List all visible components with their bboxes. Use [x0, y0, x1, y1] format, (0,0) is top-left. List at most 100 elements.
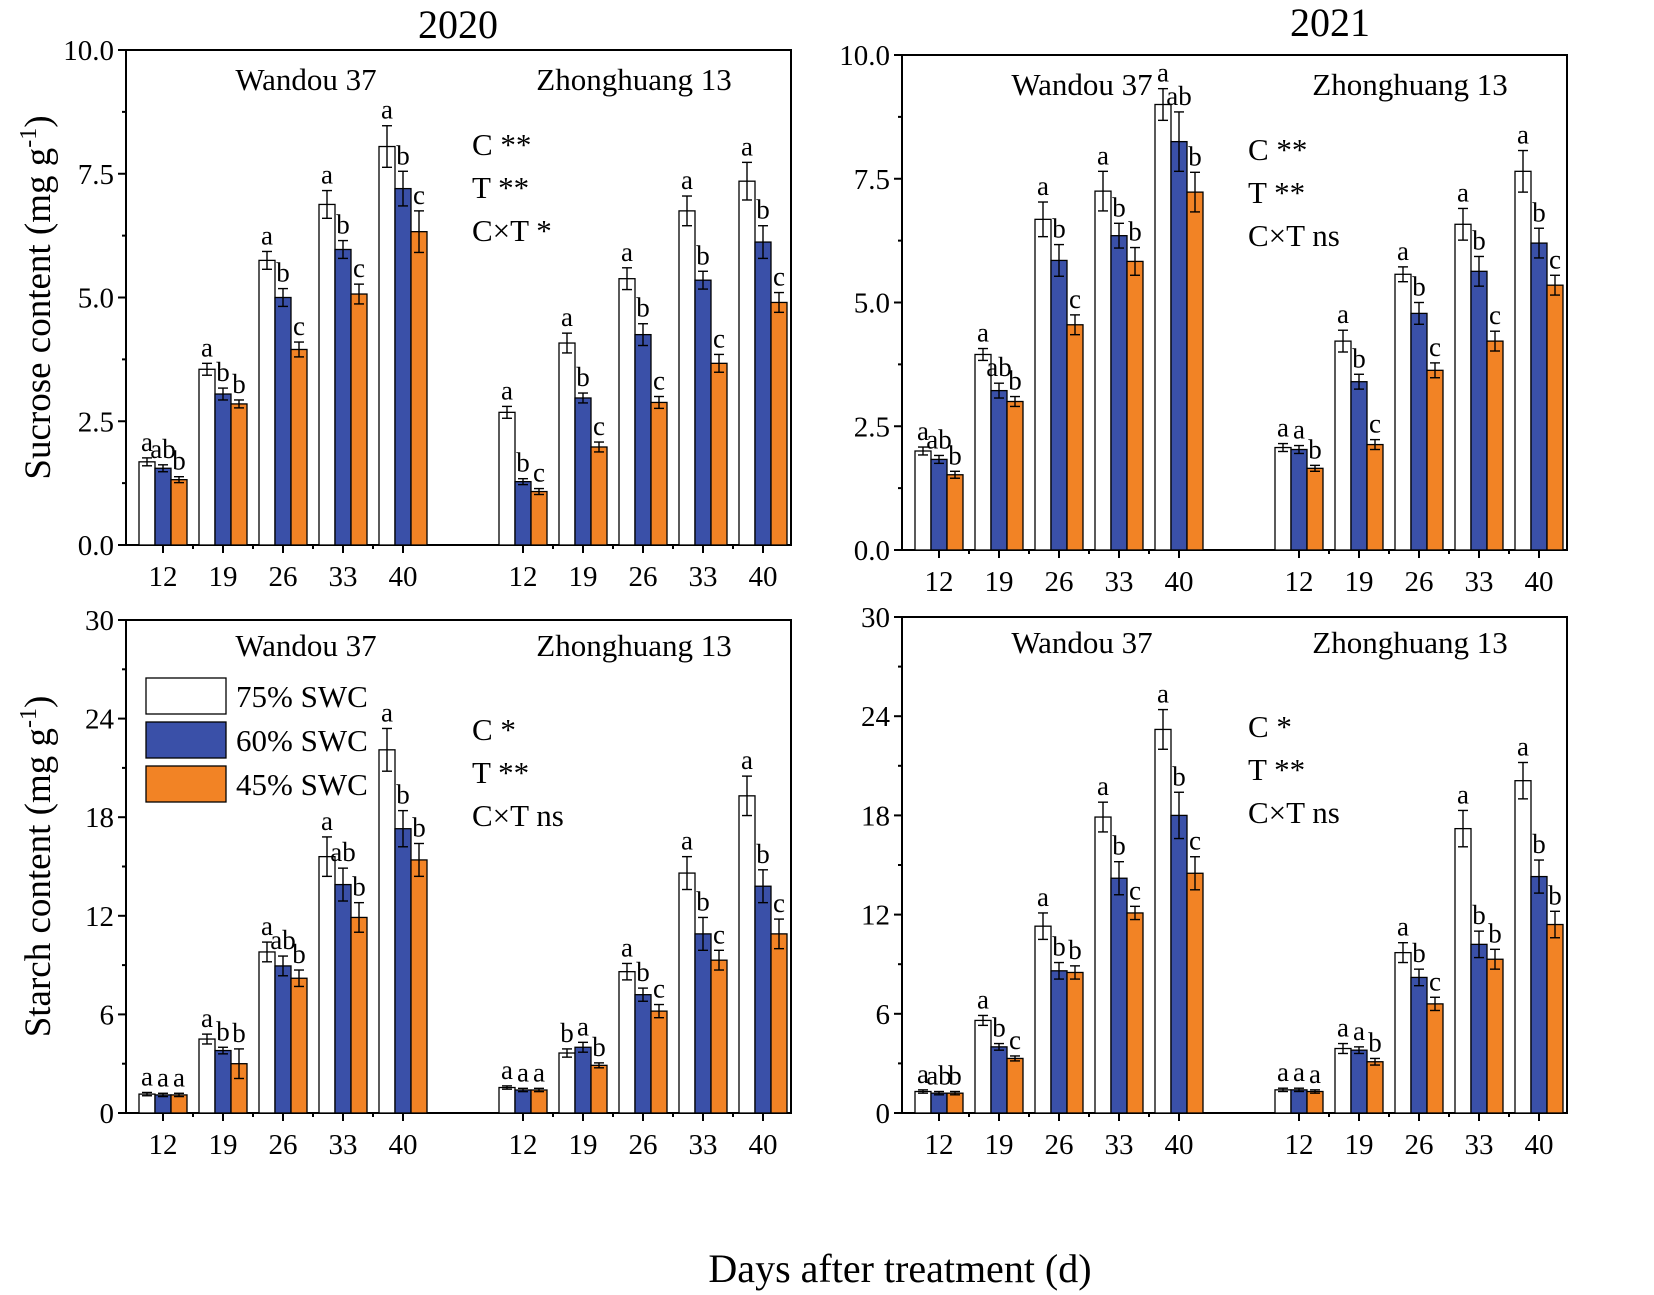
x-tick-label: 26 — [269, 1129, 298, 1161]
bar — [498, 411, 516, 546]
bar — [574, 1046, 592, 1114]
bar — [1410, 976, 1428, 1114]
bar — [990, 389, 1008, 551]
bar — [1454, 827, 1472, 1114]
panel-sucrose-2020: 2020 0.0 2.5 5.0 7.5 10.0 Sucrose content (mg … — [16, 2, 792, 593]
y-tick-label: 2.5 — [854, 411, 890, 443]
bar — [710, 362, 728, 546]
y-tick-label: 12 — [861, 900, 890, 932]
significance-letter: b — [696, 886, 710, 916]
significance-letter: a — [1157, 679, 1169, 709]
significance-letter: a — [321, 806, 333, 836]
group-label: Wandou 37 — [1011, 67, 1152, 102]
significance-letter: a — [977, 318, 989, 348]
group-label: Zhonghuang 13 — [1312, 67, 1507, 102]
significance-letter: b — [560, 1018, 574, 1048]
stat-annotation: T ** — [472, 170, 529, 205]
x-tick-label: 26 — [269, 561, 298, 593]
significance-letter: c — [773, 888, 785, 918]
bar — [1186, 191, 1204, 551]
y-tick-label: 0.0 — [854, 535, 890, 567]
significance-letter: b — [1112, 192, 1126, 222]
significance-letter: b — [1532, 829, 1546, 859]
significance-letter: ab — [926, 424, 951, 454]
significance-letter: c — [413, 180, 425, 210]
significance-letter: ab — [330, 837, 355, 867]
bar — [914, 450, 932, 551]
group-label: Wandou 37 — [235, 62, 376, 97]
y-tick-label: 30 — [861, 602, 890, 634]
x-tick-label: 33 — [689, 561, 718, 593]
significance-letter: c — [653, 974, 665, 1004]
significance-letter: a — [1037, 171, 1049, 201]
significance-letter: a — [741, 745, 753, 775]
bar — [1274, 446, 1292, 551]
significance-letter: b — [396, 780, 410, 810]
x-tick-label: 19 — [1345, 566, 1374, 598]
bar — [1350, 381, 1368, 551]
stat-annotation: C * — [1248, 709, 1292, 744]
y-tick-label: 30 — [85, 605, 114, 637]
significance-letter: a — [381, 95, 393, 125]
x-tick-label: 12 — [509, 1129, 538, 1161]
significance-letter: a — [1457, 779, 1469, 809]
bar — [1006, 1057, 1024, 1114]
significance-letter: b — [1472, 900, 1486, 930]
significance-letter: a — [1097, 140, 1109, 170]
x-tick-label: 19 — [569, 561, 598, 593]
bar — [350, 916, 368, 1114]
bar — [1126, 260, 1144, 551]
significance-letter: a — [1309, 1059, 1321, 1089]
bar — [514, 1089, 532, 1114]
bar — [214, 1049, 232, 1114]
significance-letter: b — [1532, 197, 1546, 227]
x-tick-label: 26 — [629, 1129, 658, 1161]
y-tick-label: 6 — [100, 999, 115, 1031]
significance-letter: b — [948, 1061, 962, 1091]
bar — [258, 259, 276, 546]
legend-swatch — [145, 765, 227, 803]
group-label: Zhonghuang 13 — [536, 628, 731, 663]
significance-letter: b — [232, 369, 246, 399]
bar — [1306, 467, 1324, 551]
significance-letter: a — [577, 1011, 589, 1041]
significance-letter: c — [1369, 409, 1381, 439]
significance-letter: b — [1472, 225, 1486, 255]
y-axis-title: Sucrose content (mg g-1) — [16, 115, 59, 479]
bar — [274, 965, 292, 1114]
bar — [1274, 1089, 1292, 1114]
y-tick-label: 7.5 — [854, 164, 890, 196]
bar — [530, 1089, 548, 1114]
significance-letter: c — [293, 311, 305, 341]
significance-letter: c — [713, 323, 725, 353]
significance-letter: a — [321, 160, 333, 190]
significance-letter: b — [276, 258, 290, 288]
significance-letter: a — [141, 427, 153, 457]
bar — [334, 248, 352, 546]
significance-letter: ab — [1166, 81, 1191, 111]
panel-sucrose-2021: 2021 0.0 2.5 5.0 7.5 10.0 12 19 26 33 40 12 19 26 33 40… — [839, 0, 1568, 598]
bar — [154, 1094, 172, 1114]
bar — [1546, 284, 1564, 551]
bar — [558, 342, 576, 546]
y-tick-label: 18 — [85, 802, 114, 834]
bar — [1486, 958, 1504, 1114]
x-tick-label: 33 — [689, 1129, 718, 1161]
stat-annotation: C ** — [472, 127, 531, 162]
bar — [1366, 443, 1384, 551]
bar — [1486, 340, 1504, 551]
significance-letter: b — [1052, 932, 1066, 962]
significance-letter: a — [1293, 1057, 1305, 1087]
x-tick-label: 19 — [209, 1129, 238, 1161]
bar — [650, 1010, 668, 1114]
x-tick-label: 33 — [329, 1129, 358, 1161]
significance-letter: ab — [986, 352, 1011, 382]
x-tick-label: 40 — [389, 561, 418, 593]
bar — [350, 293, 368, 546]
stat-annotation: T ** — [1248, 175, 1305, 210]
bar — [1530, 242, 1548, 551]
bar — [1034, 925, 1052, 1114]
significance-letter: b — [516, 448, 530, 478]
significance-letter: c — [653, 366, 665, 396]
significance-letter: b — [1128, 217, 1142, 247]
